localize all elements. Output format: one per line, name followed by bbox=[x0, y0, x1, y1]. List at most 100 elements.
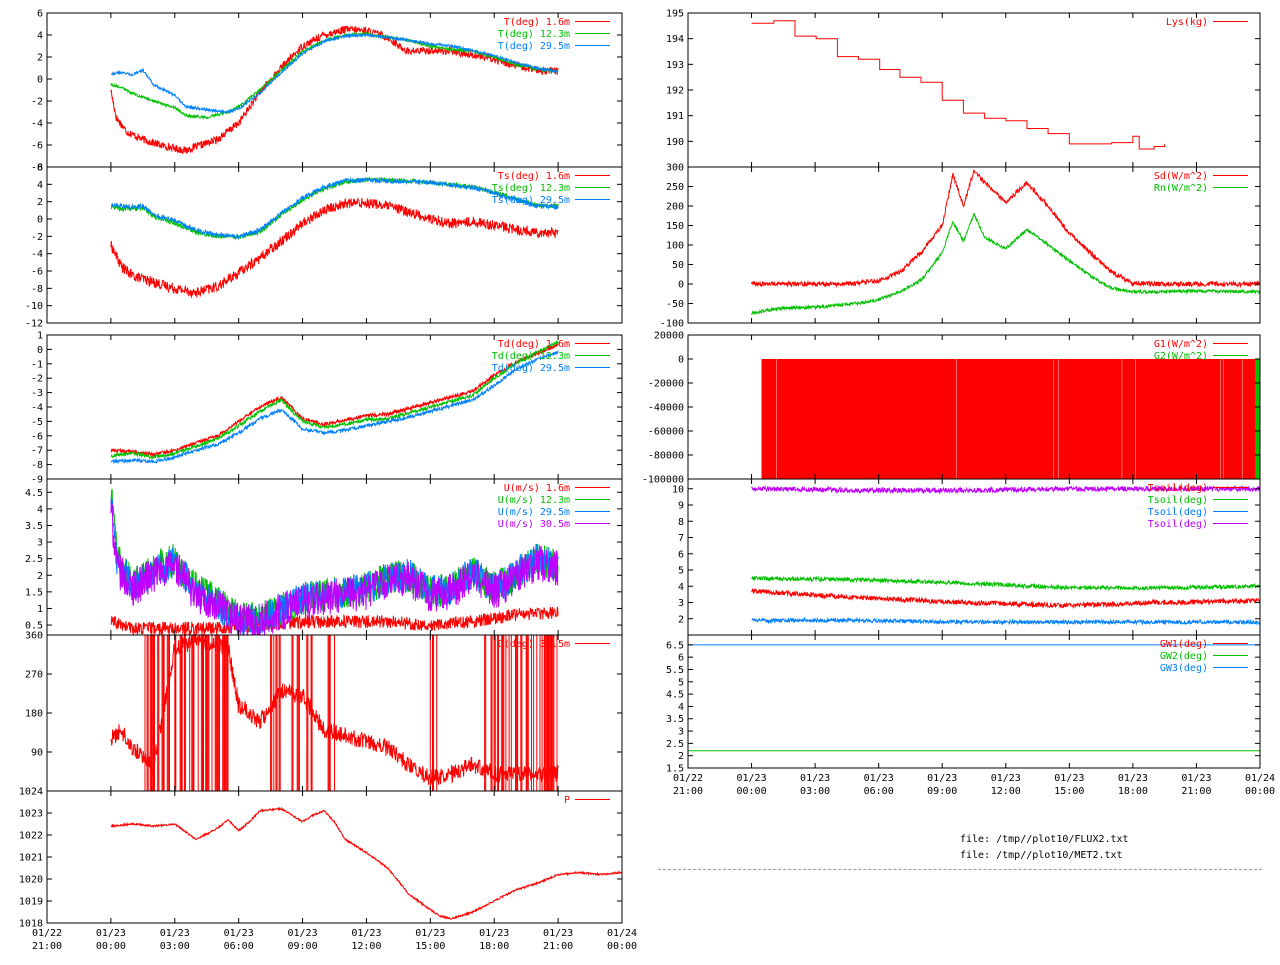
y-tick-label: -8 bbox=[31, 460, 43, 471]
panel-lys: 190 191 192 193 194 195 Lys(kg) bbox=[666, 9, 1261, 168]
legend-label: G1(W/m^2) bbox=[1154, 339, 1208, 350]
legend-label: GW2(deg) bbox=[1160, 651, 1208, 662]
y-tick-label: 3 bbox=[678, 598, 684, 609]
x-tick-label-time: 09:00 bbox=[927, 786, 957, 797]
legend-label: Rn(W/m^2) bbox=[1154, 183, 1208, 194]
y-tick-label: 7 bbox=[678, 533, 684, 544]
series-ts-0 bbox=[110, 197, 559, 299]
series-lys-0 bbox=[751, 20, 1166, 150]
divider bbox=[658, 869, 1262, 870]
x-tick-label-time: 18:00 bbox=[1118, 786, 1148, 797]
x-tick-label-date: 01/23 bbox=[927, 773, 957, 784]
y-tick-label: 1018 bbox=[19, 919, 43, 930]
y-tick-label: 4.5 bbox=[25, 488, 43, 499]
legend-label: U(m/s) 29.5m bbox=[498, 507, 570, 518]
y-tick-label: 3 bbox=[37, 538, 43, 549]
legend-label: T(deg) 29.5m bbox=[498, 41, 570, 52]
y-tick-label: 6 bbox=[37, 163, 43, 174]
y-tick-label: 2 bbox=[678, 751, 684, 762]
panel-rad: -100 -50 0 50 100 150 200 250 300 Sd(W/m^2)Rn(W/m… bbox=[660, 163, 1261, 330]
legend-label: Tsoil(deg) bbox=[1148, 495, 1208, 506]
series-rad-0 bbox=[751, 169, 1260, 289]
y-tick-label: 300 bbox=[666, 163, 684, 174]
series-g-1 bbox=[1255, 359, 1260, 479]
y-tick-label: 190 bbox=[666, 137, 684, 148]
series-t-0 bbox=[110, 25, 559, 155]
series-ts-2 bbox=[110, 176, 559, 240]
series-t-2 bbox=[110, 32, 559, 115]
x-tick-label-date: 01/23 bbox=[160, 928, 190, 939]
y-tick-label: 5 bbox=[678, 677, 684, 688]
x-tick-label-date: 01/23 bbox=[415, 928, 445, 939]
legend-label: Tsoil(deg) bbox=[1148, 519, 1208, 530]
y-tick-label: 10 bbox=[672, 484, 684, 495]
series-td-2 bbox=[110, 350, 559, 465]
y-tick-label: 2.5 bbox=[25, 554, 43, 565]
y-tick-label: -100 bbox=[660, 319, 684, 330]
y-tick-label: -4 bbox=[31, 403, 43, 414]
x-tick-label-date: 01/23 bbox=[800, 773, 830, 784]
y-tick-label: 0.5 bbox=[25, 621, 43, 632]
series-tsoil-0 bbox=[751, 588, 1260, 610]
y-tick-label: -2 bbox=[31, 97, 43, 108]
series-t-1 bbox=[110, 30, 559, 120]
panel-d: 90 180 270 360 D(deg) 30.5m bbox=[25, 631, 623, 792]
legend-label: GW1(deg) bbox=[1160, 639, 1208, 650]
y-tick-label: 1021 bbox=[19, 853, 43, 864]
legend-label: Td(deg) 1.6m bbox=[498, 339, 570, 350]
y-tick-label: 6.5 bbox=[666, 640, 684, 651]
y-tick-label: -10 bbox=[25, 301, 43, 312]
legend-label: T(deg) 12.3m bbox=[498, 29, 570, 40]
y-tick-label: -6 bbox=[31, 141, 43, 152]
y-tick-label: 4 bbox=[37, 504, 43, 515]
legend-label: GW3(deg) bbox=[1160, 663, 1208, 674]
series-g-0 bbox=[761, 359, 1257, 479]
plot-frame bbox=[687, 12, 1261, 168]
legend-label: Ts(deg) 12.3m bbox=[492, 183, 570, 194]
x-tick-label-time: 09:00 bbox=[288, 941, 318, 952]
x-tick-label-time: 00:00 bbox=[737, 786, 767, 797]
file-label-flux: file: /tmp//plot10/FLUX2.txt bbox=[960, 834, 1129, 845]
y-tick-label: 194 bbox=[666, 34, 684, 45]
y-tick-label: 1024 bbox=[19, 787, 43, 798]
legend-label: Td(deg) 12.3m bbox=[492, 351, 570, 362]
y-tick-label: -5 bbox=[31, 417, 43, 428]
y-tick-label: 2 bbox=[678, 614, 684, 625]
y-tick-label: 4 bbox=[37, 31, 43, 42]
y-tick-label: 6 bbox=[678, 653, 684, 664]
x-tick-label-time: 00:00 bbox=[96, 941, 126, 952]
y-tick-label: 4 bbox=[678, 582, 684, 593]
x-tick-label-date: 01/23 bbox=[96, 928, 126, 939]
x-tick-label-time: 00:00 bbox=[1245, 786, 1275, 797]
x-tick-label-time: 15:00 bbox=[1054, 786, 1084, 797]
y-tick-label: -80000 bbox=[648, 451, 684, 462]
file-label-met: file: /tmp//plot10/MET2.txt bbox=[960, 850, 1123, 861]
y-tick-label: -3 bbox=[31, 388, 43, 399]
x-tick-label-time: 06:00 bbox=[224, 941, 254, 952]
y-tick-label: 1.5 bbox=[666, 764, 684, 775]
legend-label: P bbox=[564, 795, 570, 806]
series-td-0 bbox=[110, 343, 559, 458]
x-tick-label-date: 01/23 bbox=[543, 928, 573, 939]
legend-label: G2(W/m^2) bbox=[1154, 351, 1208, 362]
y-tick-label: -6 bbox=[31, 431, 43, 442]
y-tick-label: 192 bbox=[666, 86, 684, 97]
panel-p: 1018 1019 1020 1021 1022 1023 1024 01/22 21:00 01… bbox=[19, 787, 637, 953]
y-tick-label: -50 bbox=[666, 299, 684, 310]
x-tick-label-date: 01/22 bbox=[673, 773, 703, 784]
panel-u: 0.5 1 1.5 2 2.5 3 3.5 4 4.5 U(m/s) 1.6mU(m/s) 12.… bbox=[25, 478, 623, 636]
panel-g: -100000 -80000 -60000 -40000 -20000 0 20000 G1(… bbox=[642, 331, 1261, 486]
y-tick-label: -1 bbox=[31, 359, 43, 370]
x-tick-label-time: 21:00 bbox=[543, 941, 573, 952]
legend-label: Lys(kg) bbox=[1166, 17, 1208, 28]
x-tick-label-time: 06:00 bbox=[864, 786, 894, 797]
x-tick-label-time: 00:00 bbox=[607, 941, 637, 952]
y-tick-label: 195 bbox=[666, 9, 684, 20]
y-tick-label: -7 bbox=[31, 446, 43, 457]
y-tick-label: 3.5 bbox=[666, 714, 684, 725]
legend-label: Tsoil(deg) bbox=[1148, 483, 1208, 494]
legend-label: Td(deg) 29.5m bbox=[492, 363, 570, 374]
